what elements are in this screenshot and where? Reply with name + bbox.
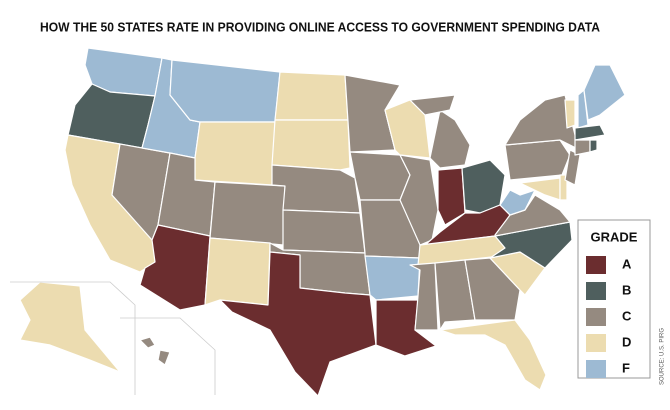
state xyxy=(194,121,276,186)
legend-label: B xyxy=(622,282,631,297)
state xyxy=(409,94,456,116)
state xyxy=(589,139,598,153)
state xyxy=(564,99,576,129)
state xyxy=(209,181,286,246)
state xyxy=(399,154,439,246)
state xyxy=(271,164,361,214)
state xyxy=(274,71,349,121)
legend-swatch xyxy=(586,334,606,352)
state xyxy=(219,251,377,397)
state xyxy=(574,124,606,141)
state xyxy=(282,209,366,254)
state xyxy=(439,319,547,391)
state xyxy=(559,174,568,201)
legend-title: GRADE xyxy=(591,229,638,244)
state xyxy=(464,257,521,321)
legend-swatch xyxy=(586,308,606,326)
state xyxy=(139,336,171,366)
legend-label: A xyxy=(622,256,632,271)
inset-divider xyxy=(10,281,136,395)
legend-swatch xyxy=(586,282,606,300)
state xyxy=(19,281,121,373)
state xyxy=(434,259,476,331)
legend-swatch xyxy=(586,360,606,378)
legend-label: C xyxy=(622,308,632,323)
state xyxy=(577,89,589,129)
state xyxy=(364,255,421,301)
legend-label: D xyxy=(622,334,631,349)
state xyxy=(437,167,466,226)
state-map xyxy=(19,47,626,397)
state xyxy=(169,59,281,123)
state xyxy=(349,151,411,201)
state xyxy=(429,109,471,169)
inset-divider xyxy=(120,317,216,395)
legend-swatch xyxy=(586,256,606,274)
state xyxy=(504,139,571,181)
title: HOW THE 50 STATES RATE IN PROVIDING ONLI… xyxy=(40,20,600,34)
state xyxy=(271,119,351,171)
legend-label: F xyxy=(622,360,630,375)
state xyxy=(204,237,271,306)
state xyxy=(583,64,626,121)
source: SOURCE: U.S. PIRG xyxy=(660,328,666,385)
state xyxy=(574,139,591,156)
